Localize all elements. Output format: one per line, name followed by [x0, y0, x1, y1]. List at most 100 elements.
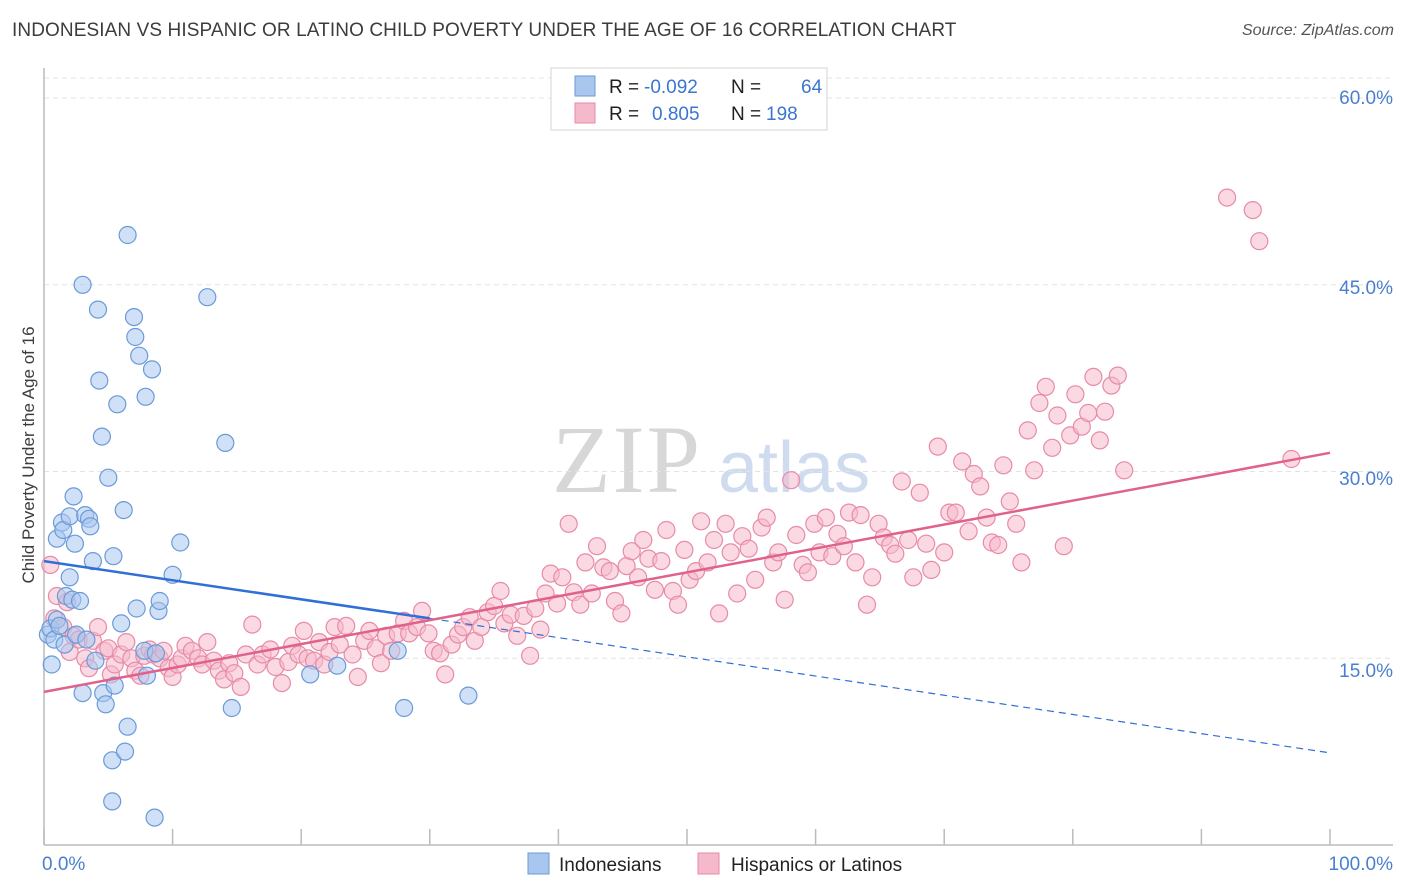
hispanic-point — [989, 535, 1008, 555]
watermark-zip: ZIP — [552, 406, 702, 513]
hispanic-point — [294, 621, 313, 641]
indonesian-point — [145, 808, 164, 827]
stats-legend-frame — [550, 67, 828, 131]
hispanic-point — [1250, 232, 1269, 251]
hispanic-point — [857, 595, 877, 614]
hispanic-point — [675, 540, 694, 560]
indonesian-point — [50, 616, 69, 636]
hispanic-point — [1043, 438, 1062, 457]
indonesian-point — [222, 698, 241, 718]
hispanic-point — [272, 673, 291, 693]
legend-n-label: N = — [731, 77, 761, 98]
hispanic-point — [1030, 393, 1049, 413]
indonesian-point — [127, 599, 146, 618]
hispanic-point — [1036, 377, 1055, 396]
hispanic-point — [419, 624, 438, 643]
indonesian-point — [115, 742, 135, 761]
hispanic-point — [1079, 403, 1098, 423]
hispanic-point — [834, 537, 854, 556]
y-tick-label: 45.0% — [1339, 278, 1393, 299]
series-legend-swatch-indonesians[interactable] — [527, 852, 550, 875]
hispanic-point — [41, 555, 60, 575]
indonesian-point — [142, 360, 162, 379]
chart-title: INDONESIAN VS HISPANIC OR LATINO CHILD P… — [12, 20, 957, 41]
indonesian-point — [70, 591, 90, 611]
hispanic-point — [1018, 421, 1037, 440]
indonesian-trend-line — [43, 559, 430, 620]
hispanic-point — [587, 537, 607, 556]
hispanic-point — [231, 677, 250, 697]
hispanic-point — [491, 581, 510, 601]
indonesian-trend-extension — [429, 617, 1331, 754]
indonesian-point — [216, 433, 235, 452]
hispanic-point — [348, 667, 367, 687]
hispanic-point — [846, 553, 865, 572]
x-tick-label-max: 100.0% — [1329, 854, 1394, 875]
hispanic-point — [559, 514, 578, 533]
indonesian-point — [118, 225, 137, 245]
indonesian-point — [114, 501, 133, 520]
indonesian-point — [42, 655, 61, 674]
hispanic-point — [600, 561, 619, 581]
indonesian-point — [105, 676, 124, 695]
y-tick-label: 15.0% — [1339, 661, 1393, 682]
indonesian-point — [77, 630, 96, 649]
hispanic-point — [994, 456, 1013, 475]
hispanic-point — [436, 665, 455, 684]
hispanic-point — [823, 547, 842, 566]
series-legend-swatch-hispanics[interactable] — [697, 852, 720, 875]
hispanic-trend-line — [43, 451, 1331, 694]
hispanic-point — [746, 570, 765, 589]
hispanic-point — [520, 646, 540, 665]
hispanic-point — [337, 616, 356, 636]
legend-r-label: R = — [609, 104, 639, 125]
hispanic-point — [1007, 514, 1026, 533]
hispanic-point — [899, 530, 918, 550]
stats-legend: R = -0.092 N = 64 R = 0.805 N = 198 — [550, 67, 828, 131]
hispanic-point — [691, 512, 711, 531]
hispanic-point — [198, 632, 217, 652]
indonesian-point — [64, 487, 83, 506]
indonesian-point — [388, 641, 407, 660]
indonesian-point — [459, 686, 478, 705]
hispanic-point — [547, 594, 567, 613]
indonesian-point — [146, 644, 165, 663]
legend-r-label: R = — [609, 77, 639, 98]
hispanic-point — [117, 632, 136, 652]
indonesian-point — [171, 533, 190, 552]
gridlines — [44, 77, 1393, 659]
hispanic-point — [413, 601, 432, 621]
hispanic-point — [953, 452, 972, 471]
x-axis-ticks — [43, 829, 1331, 845]
y-axis-label: Child Poverty Under the Age of 16 — [19, 326, 38, 583]
indonesian-point — [112, 614, 131, 633]
hispanic-point — [1012, 553, 1031, 572]
indonesian-point — [73, 275, 92, 294]
indonesian-point — [103, 792, 122, 811]
indonesian-point — [108, 395, 127, 414]
indonesian-point — [118, 717, 137, 736]
hispanic-point — [1048, 406, 1067, 425]
series-legend-label-hispanics[interactable]: Hispanics or Latinos — [731, 855, 902, 876]
hispanic-point — [1090, 431, 1109, 450]
indonesian-point — [73, 683, 92, 703]
hispanic-point — [508, 626, 527, 645]
hispanic-point — [1217, 188, 1237, 207]
legend-swatch-indonesians — [574, 75, 596, 97]
legend-r-value-indonesians: -0.092 — [644, 77, 698, 98]
hispanic-point — [531, 620, 550, 639]
indonesian-point — [104, 547, 123, 566]
indonesian-point — [395, 698, 414, 718]
hispanic-point — [582, 584, 601, 603]
hispanic-point — [892, 472, 911, 491]
hispanic-point — [571, 595, 590, 614]
y-tick-label: 60.0% — [1339, 88, 1393, 109]
hispanic-point — [928, 437, 947, 456]
indonesian-point — [126, 327, 145, 347]
hispanic-point — [612, 604, 631, 623]
series-legend-label-indonesians[interactable]: Indonesians — [559, 855, 661, 876]
hispanic-point — [728, 584, 747, 603]
legend-n-label: N = — [731, 104, 761, 125]
hispanic-point — [645, 580, 665, 599]
hispanic-point — [668, 595, 688, 614]
